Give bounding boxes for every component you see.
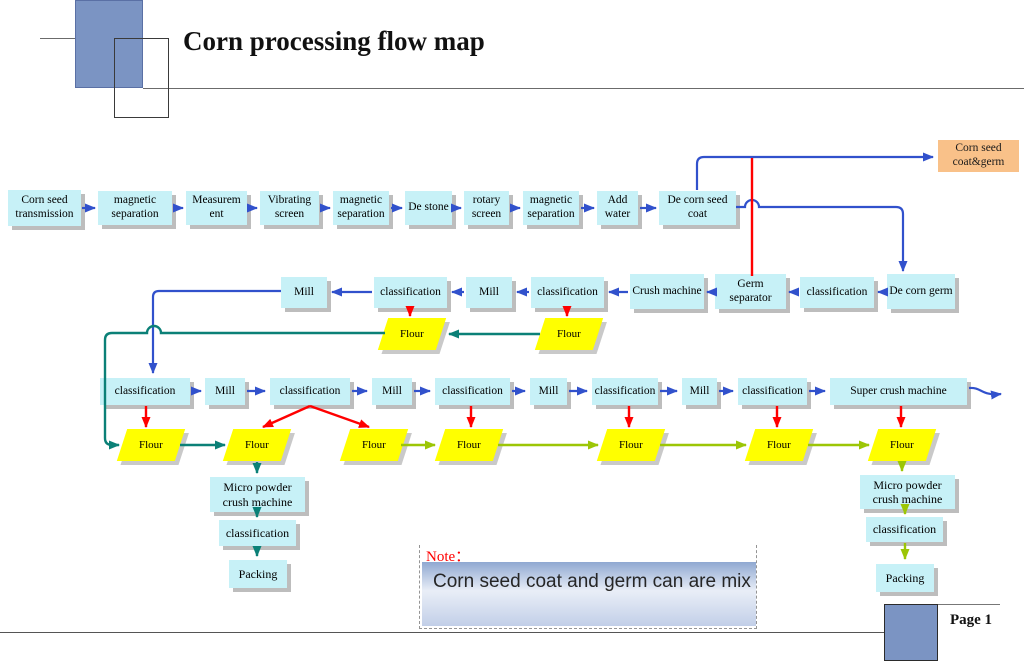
flour-label: Flour — [400, 328, 424, 340]
node-mill-r2-2: Mill — [466, 277, 512, 308]
node-magnetic-separation-1: magnetic separation — [98, 191, 172, 225]
note-text: Corn seed coat and germ can are mix — [422, 562, 756, 626]
node-super-crush-machine: Super crush machine — [830, 378, 967, 405]
flour-label: Flour — [890, 439, 914, 451]
node-mill-r3-4: Mill — [682, 378, 717, 405]
node-classification-left: classification — [219, 520, 296, 546]
header-rule-long — [143, 88, 1024, 89]
node-de-corn-seed-coat: De corn seed coat — [659, 191, 736, 225]
node-flour-4: Flour — [222, 429, 292, 461]
node-packing-right: Packing — [876, 564, 934, 592]
node-classification-r2-1: classification — [374, 277, 447, 308]
flour-label: Flour — [767, 439, 791, 451]
logo-outline-square — [114, 38, 169, 118]
flour-label: Flour — [139, 439, 163, 451]
node-mill-r3-2: Mill — [372, 378, 412, 405]
footer-rule-right — [938, 604, 1000, 605]
node-flour-7: Flour — [596, 429, 666, 461]
node-micro-powder-crush-left: Micro powder crush machine — [210, 477, 305, 512]
flour-label: Flour — [619, 439, 643, 451]
node-micro-powder-crush-right: Micro powder crush machine — [860, 475, 955, 509]
node-crush-machine: Crush machine — [630, 274, 704, 309]
flour-label: Flour — [362, 439, 386, 451]
node-mill-r2-1: Mill — [281, 277, 327, 308]
node-mill-r3-1: Mill — [205, 378, 245, 405]
flour-label: Flour — [557, 328, 581, 340]
node-classification-r3-1: classification — [100, 378, 190, 405]
node-measurement: Measurem ent — [186, 191, 247, 225]
node-de-stone: De stone — [405, 191, 452, 225]
node-flour-3: Flour — [116, 429, 186, 461]
node-classification-r3-3: classification — [435, 378, 510, 405]
logo-filled-square — [75, 0, 143, 88]
node-packing-left: Packing — [229, 560, 287, 588]
node-mill-r3-3: Mill — [530, 378, 567, 405]
node-classification-r2-3: classification — [800, 277, 874, 308]
node-corn-seed-coat-germ: Corn seed coat&germ — [938, 140, 1019, 172]
footer-rule-left — [0, 632, 884, 633]
node-flour-2: Flour — [534, 318, 604, 350]
node-add-water: Add water — [597, 191, 638, 225]
node-classification-right: classification — [866, 517, 943, 542]
note-container: Note： Corn seed coat and germ can are mi… — [419, 545, 757, 629]
node-corn-seed-transmission: Corn seed transmission — [8, 190, 81, 226]
node-magnetic-separation-3: magnetic separation — [523, 191, 579, 225]
node-rotary-screen: rotary screen — [464, 191, 509, 225]
note-label: Note： — [426, 549, 471, 565]
node-flour-9: Flour — [867, 429, 937, 461]
flour-label: Flour — [245, 439, 269, 451]
green-connectors — [401, 440, 910, 560]
node-flour-5: Flour — [339, 429, 409, 461]
node-flour-1: Flour — [377, 318, 447, 350]
node-classification-r2-2: classification — [531, 277, 604, 308]
node-vibrating-screen: Vibrating screen — [260, 191, 319, 225]
node-classification-r3-4: classification — [592, 378, 658, 405]
node-flour-8: Flour — [744, 429, 814, 461]
node-classification-r3-2: classification — [270, 378, 350, 405]
page-number: Page 1 — [949, 612, 993, 628]
node-magnetic-separation-2: magnetic separation — [333, 191, 389, 225]
node-classification-r3-5: classification — [738, 378, 807, 405]
node-de-corn-germ: De corn germ — [887, 274, 955, 309]
node-germ-separator: Germ separator — [715, 274, 786, 309]
page-title: Corn processing flow map — [183, 26, 485, 56]
footer-square — [884, 604, 938, 661]
flour-label: Flour — [457, 439, 481, 451]
node-flour-6: Flour — [434, 429, 504, 461]
